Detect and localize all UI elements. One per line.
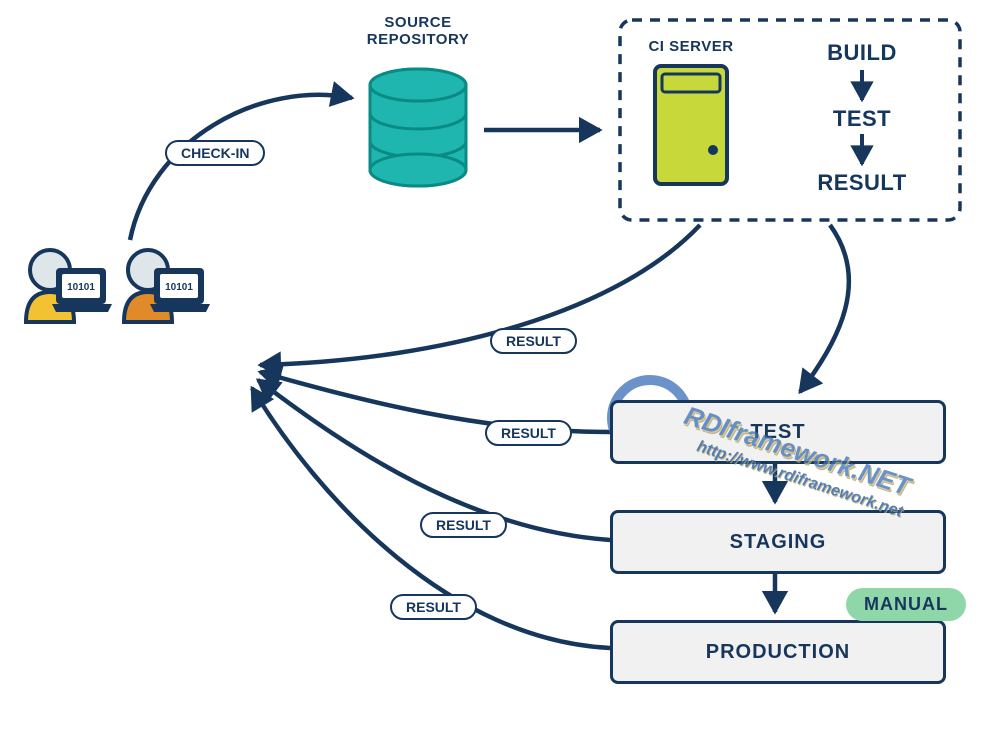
developer-2-icon: 10101 <box>124 250 210 322</box>
ci-server-icon <box>655 66 727 184</box>
stage-production: PRODUCTION <box>610 620 946 684</box>
pipeline-result: RESULT <box>812 170 912 196</box>
svg-text:10101: 10101 <box>165 282 193 293</box>
developer-1-icon: 10101 <box>26 250 112 322</box>
ci-server-label: CI SERVER <box>636 38 746 55</box>
stage-production-label: PRODUCTION <box>706 641 850 664</box>
pipeline-build: BUILD <box>812 40 912 66</box>
arrow-checkin <box>130 95 352 240</box>
arrow-ci-to-test <box>800 225 849 392</box>
source-repo-line2: REPOSITORY <box>352 31 484 48</box>
result-pill-4: RESULT <box>390 594 477 620</box>
stage-test-label: TEST <box>750 421 805 444</box>
svg-text:10101: 10101 <box>67 282 95 293</box>
manual-pill: MANUAL <box>846 588 966 621</box>
source-repo-line1: SOURCE <box>352 14 484 31</box>
check-in-pill: CHECK-IN <box>165 140 265 166</box>
stage-staging-label: STAGING <box>730 531 827 554</box>
stage-test: TEST <box>610 400 946 464</box>
result-pill-3: RESULT <box>420 512 507 538</box>
stage-staging: STAGING <box>610 510 946 574</box>
result-pill-1: RESULT <box>490 328 577 354</box>
arrow-ci-result-devs <box>260 225 700 365</box>
result-pill-2: RESULT <box>485 420 572 446</box>
database-icon <box>370 69 466 186</box>
pipeline-test: TEST <box>812 106 912 132</box>
source-repo-label: SOURCE REPOSITORY <box>352 14 484 48</box>
